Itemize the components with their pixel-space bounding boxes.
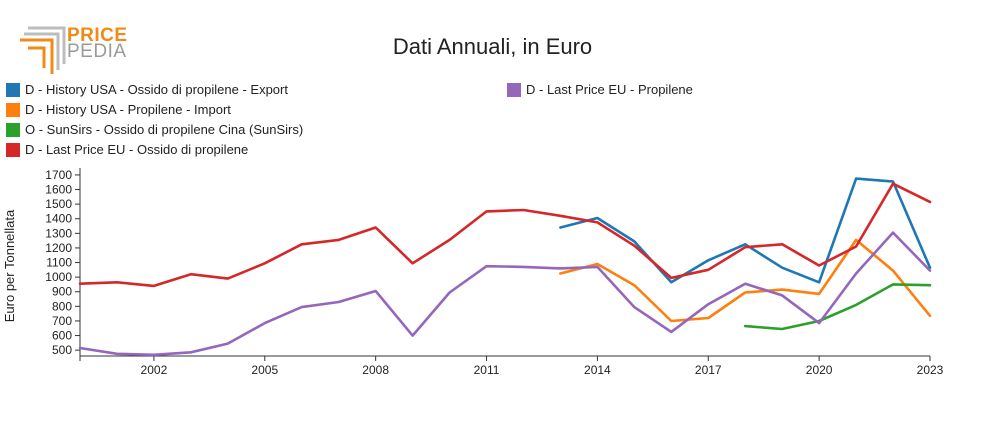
logo-text-price: PRICE	[67, 25, 128, 46]
x-tick-label: 2023	[917, 363, 944, 377]
y-tick-label: 700	[52, 314, 72, 328]
chart-title: Dati Annuali, in Euro	[392, 34, 593, 59]
y-tick-label: 1400	[45, 212, 72, 226]
legend-item-last-price-eu-op[interactable]: D - Last Price EU - Ossido di propilene	[6, 142, 248, 157]
x-tick-label: 2011	[474, 363, 500, 377]
legend-swatch	[6, 142, 20, 157]
x-tick-label: 2017	[695, 363, 722, 377]
legend-label: O - SunSirs - Ossido di propilene Cina (…	[25, 122, 304, 137]
series-line-3	[78, 182, 932, 288]
y-tick-label: 1000	[45, 270, 72, 284]
logo-text-pedia: PEDIA	[67, 41, 127, 62]
y-tick-label: 1500	[45, 197, 72, 211]
series-lines	[78, 177, 932, 357]
y-axis-label: Euro per Tonnellata	[2, 209, 17, 322]
y-tick-label: 800	[52, 299, 72, 313]
series-line-2	[743, 283, 932, 331]
x-tick-label: 2002	[141, 363, 168, 377]
y-tick-label: 600	[52, 329, 72, 343]
y-tick-label: 900	[52, 285, 72, 299]
y-tick-label: 1700	[45, 168, 72, 182]
series-line-4	[78, 231, 932, 357]
x-tick-label: 2020	[806, 363, 833, 377]
legend-swatch	[6, 102, 20, 117]
legend-label: D - Last Price EU - Propilene	[526, 82, 693, 97]
legend-item-history-usa-op-export[interactable]: D - History USA - Ossido di propilene - …	[6, 82, 288, 97]
x-tick-label: 2008	[362, 363, 389, 377]
legend-swatch	[6, 82, 20, 97]
x-tick-label: 2005	[251, 363, 278, 377]
legend-label: D - History USA - Ossido di propilene - …	[25, 82, 288, 97]
legend-swatch	[6, 122, 20, 137]
legend-item-last-price-eu-propilene[interactable]: D - Last Price EU - Propilene	[507, 82, 693, 97]
series-line-1	[559, 238, 932, 323]
legend-item-history-usa-propilene-import[interactable]: D - History USA - Propilene - Import	[6, 102, 231, 117]
chart-legend: D - History USA - Ossido di propilene - …	[0, 0, 985, 170]
x-tick-label: 2014	[584, 363, 611, 377]
logo	[18, 22, 128, 74]
legend-label: D - History USA - Propilene - Import	[25, 102, 231, 117]
y-tick-label: 1300	[45, 226, 72, 240]
y-tick-label: 1200	[45, 241, 72, 255]
legend-item-sunsirs-op-cina[interactable]: O - SunSirs - Ossido di propilene Cina (…	[6, 122, 303, 137]
logo-mark-icon	[20, 26, 66, 74]
series-line-0	[559, 177, 932, 284]
legend-swatch	[507, 82, 521, 97]
legend-label: D - Last Price EU - Ossido di propilene	[25, 142, 249, 157]
y-tick-label: 1100	[46, 256, 72, 270]
axes: 5006007008009001000110012001300140015001…	[45, 168, 943, 377]
y-tick-label: 500	[52, 343, 72, 357]
y-tick-label: 1600	[45, 183, 72, 197]
